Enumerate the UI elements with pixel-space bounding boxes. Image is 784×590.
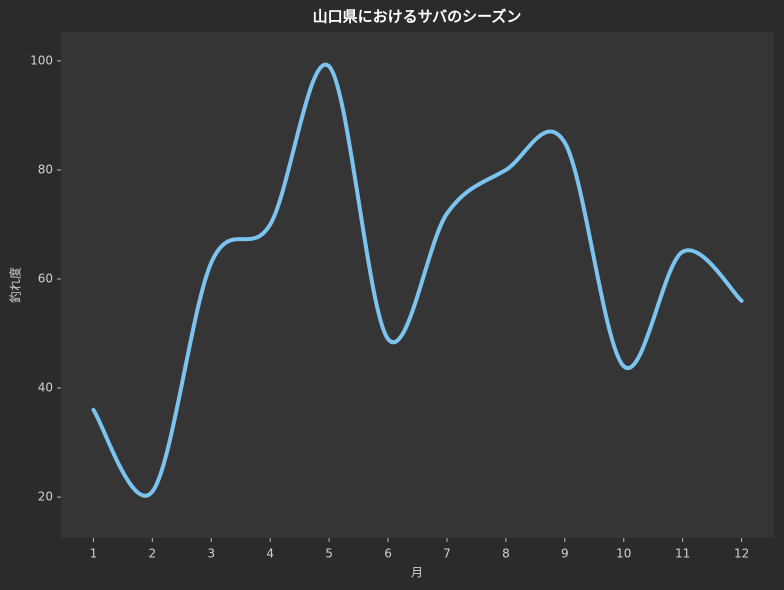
y-tick-label: 20 — [38, 490, 53, 504]
x-tick-label: 2 — [149, 547, 157, 561]
x-tick-label: 8 — [502, 547, 510, 561]
y-axis-label: 釣れ度 — [8, 267, 23, 303]
x-tick-label: 11 — [675, 547, 690, 561]
x-axis-label: 月 — [411, 566, 423, 580]
y-tick-label: 60 — [38, 272, 53, 286]
x-tick-label: 5 — [325, 547, 333, 561]
x-tick-label: 4 — [266, 547, 274, 561]
chart-title: 山口県におけるサバのシーズン — [313, 8, 522, 26]
x-tick-label: 3 — [207, 547, 215, 561]
x-tick-label: 10 — [616, 547, 631, 561]
x-tick-label: 12 — [734, 547, 749, 561]
plot-area — [61, 32, 774, 538]
x-tick-label: 7 — [443, 547, 451, 561]
x-tick-label: 6 — [384, 547, 392, 561]
y-tick-label: 40 — [38, 381, 53, 395]
y-tick-label: 80 — [38, 162, 53, 176]
line — [91, 62, 744, 498]
y-tick-label: 100 — [30, 53, 53, 67]
x-tick-label: 1 — [90, 547, 98, 561]
x-tick-label: 9 — [561, 547, 569, 561]
